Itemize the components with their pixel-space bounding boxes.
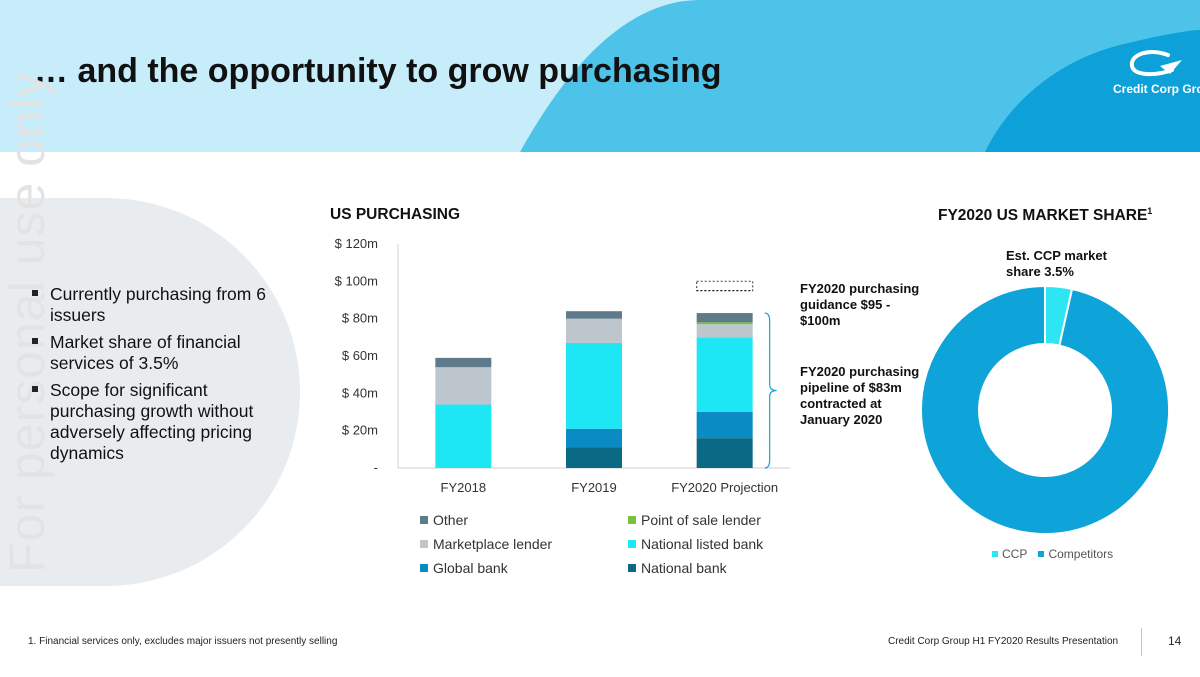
- y-tick-label: $ 120m: [335, 236, 378, 251]
- bullet-list: Currently purchasing from 6 issuers Mark…: [30, 284, 270, 470]
- x-tick-label: FY2018: [441, 480, 487, 495]
- bar-segment: [566, 428, 622, 448]
- legend-label: Competitors: [1048, 547, 1114, 561]
- bullet-text: Market share of financial services of 3.…: [50, 332, 241, 373]
- logo-wave: [985, 30, 1200, 152]
- page-number: 14: [1168, 634, 1182, 648]
- bar-chart-title: US PURCHASING: [330, 206, 461, 223]
- bar-segment: [566, 342, 622, 429]
- bullet-marker: [32, 290, 38, 296]
- legend-swatch: [628, 516, 636, 525]
- legend-swatch: [628, 564, 636, 573]
- presentation-name: Credit Corp Group H1 FY2020 Results Pres…: [888, 636, 1119, 647]
- bar-segment: [696, 313, 753, 323]
- legend-swatch: [992, 550, 998, 557]
- ccp-share-annotation: Est. CCP market share 3.5%: [1006, 248, 1107, 279]
- donut-slice-competitors: [920, 285, 1170, 535]
- legend-swatch: [420, 540, 428, 549]
- bar-segment: [435, 404, 492, 468]
- bar-segment: [696, 412, 753, 439]
- donut-legend: CCP Competitors: [992, 547, 1113, 561]
- bar-segment: [696, 438, 753, 468]
- footer-divider: [1141, 628, 1142, 656]
- bar-segment: [696, 322, 753, 325]
- bar-segment: [435, 357, 492, 368]
- bar-segment: [566, 318, 622, 343]
- y-tick-label: $ 100m: [335, 273, 378, 288]
- y-tick-label: -: [374, 460, 378, 475]
- bar-segment: [696, 337, 753, 412]
- bullet-item: Currently purchasing from 6 issuers: [30, 284, 270, 326]
- donut-title-footnote-marker: 1: [1147, 206, 1153, 216]
- legend-label: National listed bank: [641, 536, 764, 552]
- donut-chart-title: FY2020 US MARKET SHARE1: [938, 206, 1152, 225]
- legend-label: Marketplace lender: [433, 536, 553, 552]
- legend-label: Global bank: [433, 560, 508, 576]
- bullet-panel: [0, 198, 300, 586]
- bullet-text: Scope for significant purchasing growth …: [50, 380, 254, 463]
- bullet-marker: [32, 386, 38, 392]
- legend-label: Point of sale lender: [641, 512, 761, 528]
- legend-label: National bank: [641, 560, 727, 576]
- donut-title-text: FY2020 US MARKET SHARE: [938, 207, 1148, 225]
- bar-segment: [566, 447, 622, 468]
- legend-item-competitors: Competitors: [1038, 547, 1113, 561]
- bar-segment: [696, 324, 753, 338]
- legend-item-other: Other: [420, 512, 468, 528]
- bar-segment: [566, 311, 622, 319]
- logo-icon: [1129, 50, 1182, 77]
- header-decoration: [520, 0, 1200, 152]
- bullet-text: Currently purchasing from 6 issuers: [50, 284, 266, 325]
- x-tick-label: FY2019: [571, 480, 617, 495]
- legend-item-national-bank: National bank: [628, 560, 727, 576]
- bullet-item: Scope for significant purchasing growth …: [30, 380, 270, 464]
- y-tick-label: $ 60m: [342, 348, 378, 363]
- page-title: … and the opportunity to grow purchasing: [34, 52, 722, 90]
- legend-swatch: [1038, 550, 1045, 557]
- y-tick-label: $ 40m: [342, 385, 378, 400]
- y-tick-label: $ 80m: [342, 311, 378, 326]
- bullet-item: Market share of financial services of 3.…: [30, 332, 270, 374]
- legend-item-national-listed: National listed bank: [628, 536, 763, 552]
- guidance-range-box: [696, 280, 754, 292]
- legend-item-marketplace: Marketplace lender: [420, 536, 552, 552]
- legend-swatch: [420, 516, 428, 525]
- bar-chart: - $ 20m $ 40m $ 60m $ 80m $ 100m $ 120m FY2018 F…: [335, 236, 790, 495]
- footnote: 1. Financial services only, excludes maj…: [28, 636, 338, 647]
- legend-item-ccp: CCP: [992, 547, 1027, 561]
- logo-text: Credit Corp Group: [1113, 82, 1200, 96]
- x-tick-label: FY2020 Projection: [671, 480, 778, 495]
- legend-label: Other: [433, 512, 469, 528]
- legend-swatch: [420, 564, 428, 573]
- pipeline-bracket: [764, 312, 777, 469]
- legend-item-global-bank: Global bank: [420, 560, 508, 576]
- donut-chart: [920, 285, 1170, 535]
- legend-swatch: [628, 540, 636, 549]
- bullet-marker: [32, 338, 38, 344]
- bar-segment: [435, 367, 492, 405]
- pipeline-annotation: FY2020 purchasing pipeline of $83m contr…: [800, 364, 920, 427]
- legend-item-point-of-sale: Point of sale lender: [628, 512, 761, 528]
- guidance-annotation: FY2020 purchasing guidance $95 - $100m: [800, 281, 920, 328]
- legend-label: CCP: [1002, 547, 1028, 561]
- y-tick-label: $ 20m: [342, 423, 378, 438]
